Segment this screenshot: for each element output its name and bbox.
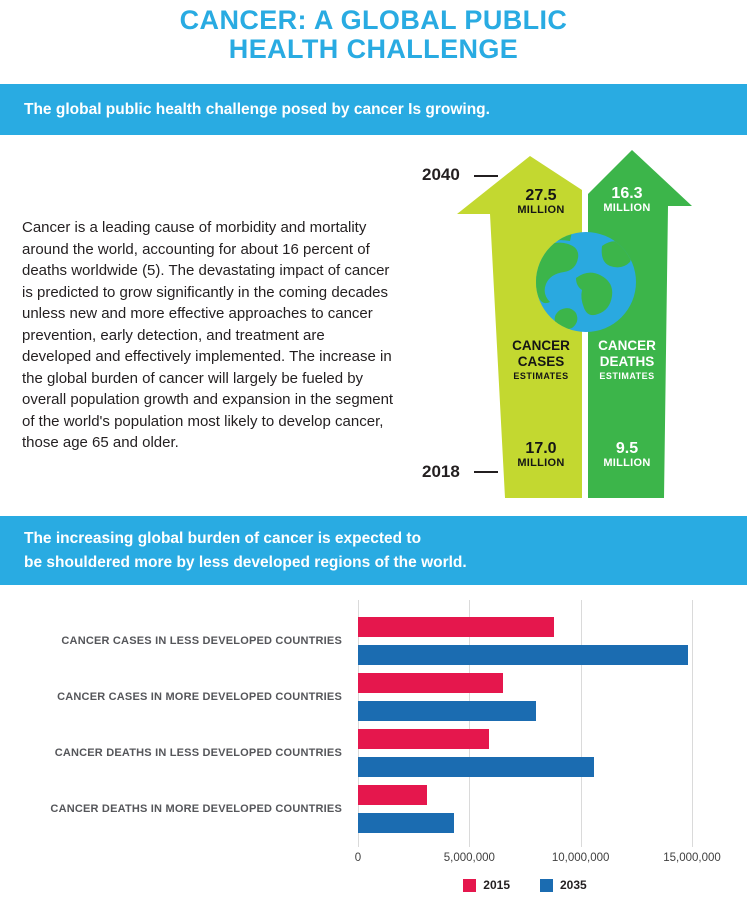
gridline — [692, 600, 693, 847]
deaths-2040-value: 16.3 MILLION — [595, 185, 659, 214]
bar-2035-group2 — [358, 701, 536, 721]
value-unit: MILLION — [603, 457, 651, 469]
plot-area — [358, 600, 693, 847]
series-label-sub: ESTIMATES — [513, 371, 569, 381]
bar-2035-group3 — [358, 757, 594, 777]
bar-2015-group4 — [358, 785, 427, 805]
page-title-line1: CANCER: A GLOBAL PUBLIC — [179, 5, 568, 35]
series-label-line: CANCER — [598, 338, 656, 353]
value-unit: MILLION — [517, 204, 565, 216]
series-label-line: DEATHS — [599, 353, 655, 369]
cancer-deaths-arrow — [588, 150, 692, 498]
legend-item-2035: 2035 — [540, 878, 587, 892]
cases-series-label: CANCER CASES ESTIMATES — [499, 338, 583, 381]
cases-deaths-arrow-chart: 2040 2018 27.5 MILLION 16.3 MILLION CANC… — [408, 150, 740, 500]
grouped-bar-chart: 0 5,000,000 10,000,000 15,000,000 2015 2035 … — [0, 600, 747, 906]
gridline — [358, 600, 359, 847]
deaths-2018-value: 9.5 MILLION — [595, 440, 659, 469]
x-tick-label: 0 — [354, 852, 362, 864]
cancer-cases-arrow — [457, 156, 582, 498]
legend-item-2015: 2015 — [463, 878, 510, 892]
bar-2015-group2 — [358, 673, 503, 693]
banner-text-line2: be shouldered more by less developed reg… — [24, 553, 467, 571]
x-tick-label: 5,000,000 — [443, 852, 495, 864]
value-unit: MILLION — [517, 457, 565, 469]
bar-2035-group1 — [358, 645, 688, 665]
category-label: CANCER CASES IN LESS DEVELOPED COUNTRIES — [61, 635, 342, 647]
series-label-line: CASES — [517, 353, 565, 369]
banner-growing-challenge: The global public health challenge posed… — [0, 84, 747, 135]
category-label: CANCER DEATHS IN MORE DEVELOPED COUNTRIE… — [50, 803, 342, 815]
bar-2035-group4 — [358, 813, 454, 833]
chart-legend: 2015 2035 — [358, 878, 692, 892]
legend-label: 2035 — [560, 878, 587, 892]
banner-text: The global public health challenge posed… — [24, 100, 490, 118]
deaths-series-label: CANCER DEATHS ESTIMATES — [585, 338, 669, 381]
intro-paragraph: Cancer is a leading cause of morbidity a… — [22, 219, 394, 451]
value-number: 9.5 — [615, 440, 639, 457]
gridline — [469, 600, 471, 847]
year-top-dash — [474, 175, 498, 177]
legend-swatch — [463, 878, 477, 892]
gridline — [580, 600, 582, 847]
value-number: 16.3 — [611, 185, 643, 202]
year-label-top: 2040 — [422, 165, 460, 184]
banner-text-line1: The increasing global burden of cancer i… — [24, 529, 422, 547]
value-unit: MILLION — [603, 202, 651, 214]
value-number: 27.5 — [525, 187, 557, 204]
category-label: CANCER CASES IN MORE DEVELOPED COUNTRIES — [57, 691, 342, 703]
bar-2015-group3 — [358, 729, 489, 749]
up-arrows-graphic — [457, 150, 692, 498]
value-number: 17.0 — [525, 440, 557, 457]
year-bottom-dash — [474, 471, 498, 473]
series-label-sub: ESTIMATES — [599, 371, 655, 381]
series-label-line: CANCER — [512, 338, 570, 353]
banner-burden-shift: The increasing global burden of cancer i… — [0, 516, 747, 585]
category-label: CANCER DEATHS IN LESS DEVELOPED COUNTRIE… — [54, 747, 342, 759]
legend-swatch — [540, 878, 553, 892]
x-tick-label: 15,000,000 — [663, 852, 721, 864]
legend-label: 2015 — [483, 878, 510, 892]
page-title: CANCER: A GLOBAL PUBLIC HEALTH CHALLENGE — [0, 6, 747, 64]
cases-2040-value: 27.5 MILLION — [509, 187, 573, 216]
bar-2015-group1 — [358, 617, 554, 637]
year-label-bottom: 2018 — [422, 462, 460, 481]
cases-2018-value: 17.0 MILLION — [509, 440, 573, 469]
x-tick-label: 10,000,000 — [551, 852, 610, 864]
page-title-line2: HEALTH CHALLENGE — [228, 34, 519, 64]
